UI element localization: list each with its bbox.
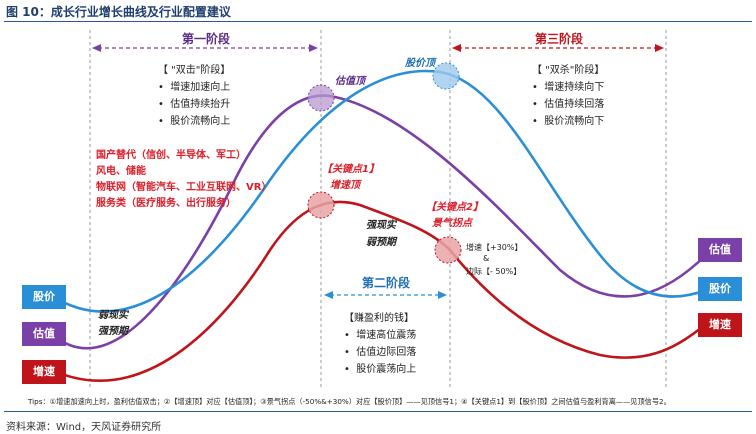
right-growth-label: 增速 <box>698 313 742 337</box>
phase1-item: • 增速加速向上 <box>158 82 231 93</box>
phase3-text-block: 【 "双杀"阶段】 • 增速持续向下 • 估值持续回落 • 股价流畅向下 <box>532 62 604 130</box>
phase3-item: • 估值持续回落 <box>532 99 605 110</box>
phase3-item: • 股价流畅向下 <box>532 116 605 127</box>
phase3-item: • 增速持续向下 <box>532 82 605 93</box>
key-point-1-label: 【关键点1】 <box>322 164 379 175</box>
growth-delta-label: 增速【+30%】 <box>466 243 523 252</box>
growth-curve <box>51 200 707 382</box>
left-price-label: 股价 <box>22 285 66 309</box>
valuation-top-label: 估值顶 <box>335 76 365 87</box>
valuation-top-marker <box>307 84 335 112</box>
key-point-2-label: 【关键点2】 <box>426 202 483 213</box>
strong-reality-label: 强现实 <box>366 220 396 231</box>
right-price-label: 股价 <box>698 277 742 301</box>
boom-inflection-label: 景气拐点 <box>432 218 472 229</box>
phase1-text-block: 【 "双击"阶段】 • 增速加速向上 • 估值持续抬升 • 股价流畅向上 <box>158 62 230 130</box>
weak-reality-label: 弱现实 <box>98 310 128 321</box>
boom-inflection-marker <box>434 236 462 264</box>
bottom-rule <box>4 411 752 412</box>
phase2-block-head: 【赚盈利的钱】 <box>344 313 414 324</box>
sector-item: 国产替代（信创、半导体、军工） <box>96 150 246 161</box>
source-text: 资料来源：Wind，天风证券研究所 <box>6 422 162 433</box>
phase2-title: 第二阶段 <box>362 276 411 290</box>
growth-top-label: 增速顶 <box>330 180 360 191</box>
phase1-title: 第一阶段 <box>182 32 231 46</box>
growth-top-marker <box>307 191 335 219</box>
sector-item: 物联网（智能汽车、工业互联网、VR） <box>96 182 272 193</box>
sector-item: 风电、储能 <box>96 166 146 177</box>
and-label: & <box>483 254 490 263</box>
price-top-label: 股价顶 <box>405 58 435 69</box>
phase3-arrow <box>452 44 664 52</box>
phase3-title: 第三阶段 <box>535 32 584 46</box>
figure-title: 图 10：成长行业增长曲线及行业配置建议 <box>6 5 231 19</box>
right-valuation-label: 估值 <box>698 238 742 262</box>
phase1-item: • 估值持续抬升 <box>158 99 231 110</box>
price-top-marker <box>432 62 460 90</box>
weak-expectation-label: 弱预期 <box>366 237 396 248</box>
sector-item: 服务类（医疗服务、出行服务） <box>96 198 236 209</box>
phase3-block-head: 【 "双杀"阶段】 <box>532 65 605 76</box>
tips-text: Tips：①增速加速向上时，盈利估值双击；②【增速顶】对应【估值顶】；③景气拐点… <box>28 397 671 406</box>
price-curve <box>51 69 707 313</box>
margin-delta-label: 边际【- 50%】 <box>466 267 522 276</box>
left-valuation-label: 估值 <box>22 322 66 346</box>
title-rule <box>4 21 752 22</box>
phase1-block-head: 【 "双击"阶段】 <box>158 65 231 76</box>
phase2-item: • 股价震荡向上 <box>344 364 417 375</box>
phase2-item: • 估值边际回落 <box>344 347 417 358</box>
strong-expectation-label: 强预期 <box>98 326 128 337</box>
phase2-item: • 增速高位震荡 <box>344 330 417 341</box>
sector-list: 国产替代（信创、半导体、军工） 风电、储能 物联网（智能汽车、工业互联网、VR）… <box>96 148 271 212</box>
phase1-arrow <box>92 44 318 52</box>
phase2-text-block: 【赚盈利的钱】 • 增速高位震荡 • 估值边际回落 • 股价震荡向上 <box>344 310 416 378</box>
phase1-item: • 股价流畅向上 <box>158 116 231 127</box>
phase2-arrow <box>324 291 447 299</box>
left-growth-label: 增速 <box>22 360 66 384</box>
